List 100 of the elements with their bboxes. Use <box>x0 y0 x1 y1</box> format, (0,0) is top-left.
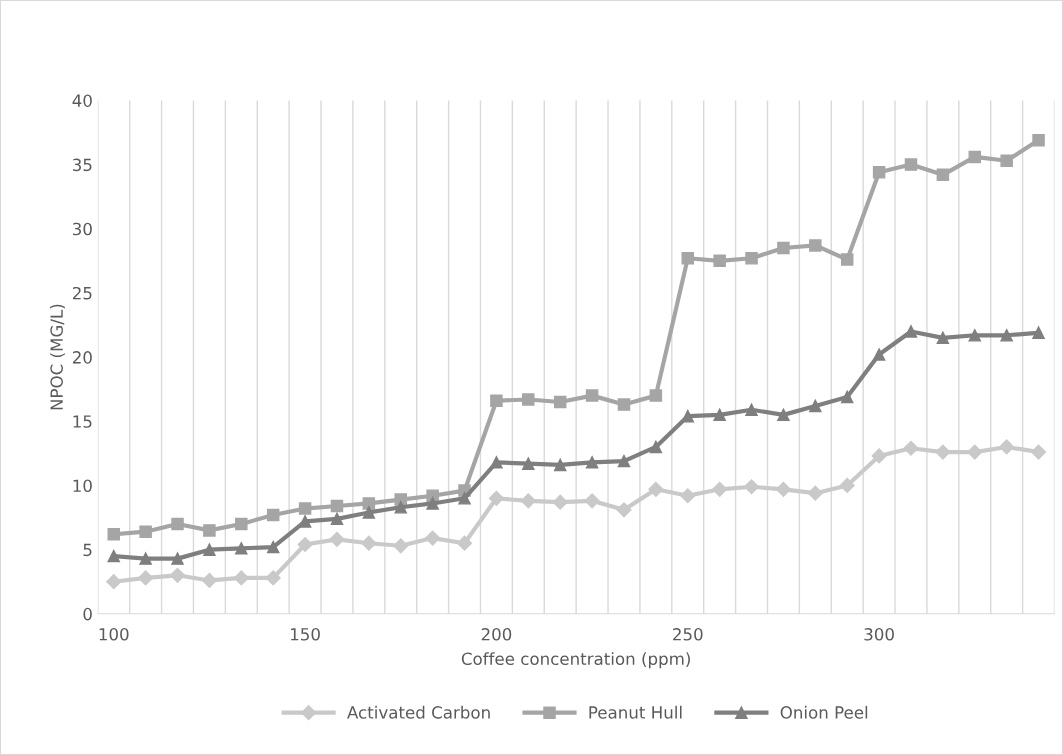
point <box>107 527 120 541</box>
point <box>777 241 790 255</box>
point <box>872 166 886 179</box>
point <box>171 552 184 565</box>
point <box>235 542 248 555</box>
point <box>839 477 855 494</box>
point <box>649 389 663 402</box>
point <box>681 252 695 265</box>
point <box>106 574 122 590</box>
point <box>266 508 280 522</box>
point <box>1000 154 1013 167</box>
x-tick-label: 300 <box>864 628 894 641</box>
point <box>1030 444 1047 460</box>
point <box>1032 133 1045 147</box>
point <box>266 540 280 554</box>
legend-label: Activated Carbon <box>347 705 490 719</box>
point <box>297 536 313 553</box>
point <box>426 489 439 502</box>
point <box>522 393 535 406</box>
point <box>585 389 599 402</box>
point <box>361 535 377 551</box>
point <box>680 488 696 504</box>
point <box>456 535 473 551</box>
legend-label: Peanut Hull <box>589 705 682 719</box>
point <box>809 239 822 252</box>
point <box>775 481 792 497</box>
point <box>872 348 886 361</box>
x-axis-title: Coffee concentration (ppm) <box>461 652 690 669</box>
point <box>585 456 599 469</box>
point <box>1032 326 1045 339</box>
point <box>329 531 345 547</box>
point <box>840 390 854 404</box>
legend-label: Onion Peel <box>780 705 868 719</box>
y-tick-label: 15 <box>73 415 92 428</box>
point <box>490 456 503 469</box>
point <box>871 448 887 464</box>
point <box>743 479 760 495</box>
point <box>648 481 664 497</box>
y-tick-label: 0 <box>83 607 92 621</box>
point <box>201 572 217 589</box>
point <box>745 403 758 416</box>
point <box>807 485 823 501</box>
y-tick-label: 5 <box>83 543 92 557</box>
point <box>362 497 376 510</box>
point <box>171 517 184 531</box>
point <box>840 253 854 266</box>
point <box>298 515 312 528</box>
point <box>713 408 726 422</box>
point <box>233 570 249 586</box>
y-tick-label: 20 <box>72 351 92 364</box>
point <box>425 530 441 546</box>
y-tick-label: 40 <box>72 94 92 107</box>
point <box>107 549 120 563</box>
point <box>330 512 344 526</box>
point <box>203 543 216 556</box>
point <box>488 490 504 506</box>
point <box>649 440 663 454</box>
point <box>458 492 471 505</box>
point <box>935 444 951 460</box>
point <box>904 158 918 171</box>
point <box>1000 329 1013 342</box>
point <box>777 408 790 422</box>
x-tick-label: 150 <box>291 628 320 641</box>
point <box>584 493 600 509</box>
point <box>936 331 950 345</box>
point <box>903 440 919 456</box>
point <box>553 395 567 409</box>
y-tick-label: 10 <box>73 479 92 493</box>
point <box>522 457 535 470</box>
y-tick-label: 25 <box>72 286 92 300</box>
point <box>968 150 982 164</box>
point <box>999 439 1015 455</box>
point <box>745 252 758 265</box>
point <box>681 409 695 423</box>
point <box>235 517 248 531</box>
point <box>936 168 950 182</box>
point <box>520 493 536 509</box>
point <box>967 444 983 460</box>
point <box>139 525 152 538</box>
point <box>968 329 982 342</box>
point <box>617 398 631 411</box>
point <box>553 458 567 472</box>
point <box>712 481 728 497</box>
y-tick-label: 35 <box>73 158 92 172</box>
point <box>809 399 822 413</box>
point <box>616 502 632 518</box>
point <box>713 254 726 268</box>
point <box>169 567 186 583</box>
point <box>362 506 376 519</box>
point <box>330 499 344 513</box>
point <box>298 502 312 515</box>
point <box>617 454 631 468</box>
point <box>265 570 281 586</box>
point <box>490 394 503 408</box>
point <box>139 552 152 565</box>
y-axis-title: NPOC (MG/L) <box>50 304 65 410</box>
point <box>552 494 568 510</box>
point <box>394 501 408 514</box>
point <box>393 538 409 554</box>
x-tick-label: 100 <box>99 628 129 641</box>
